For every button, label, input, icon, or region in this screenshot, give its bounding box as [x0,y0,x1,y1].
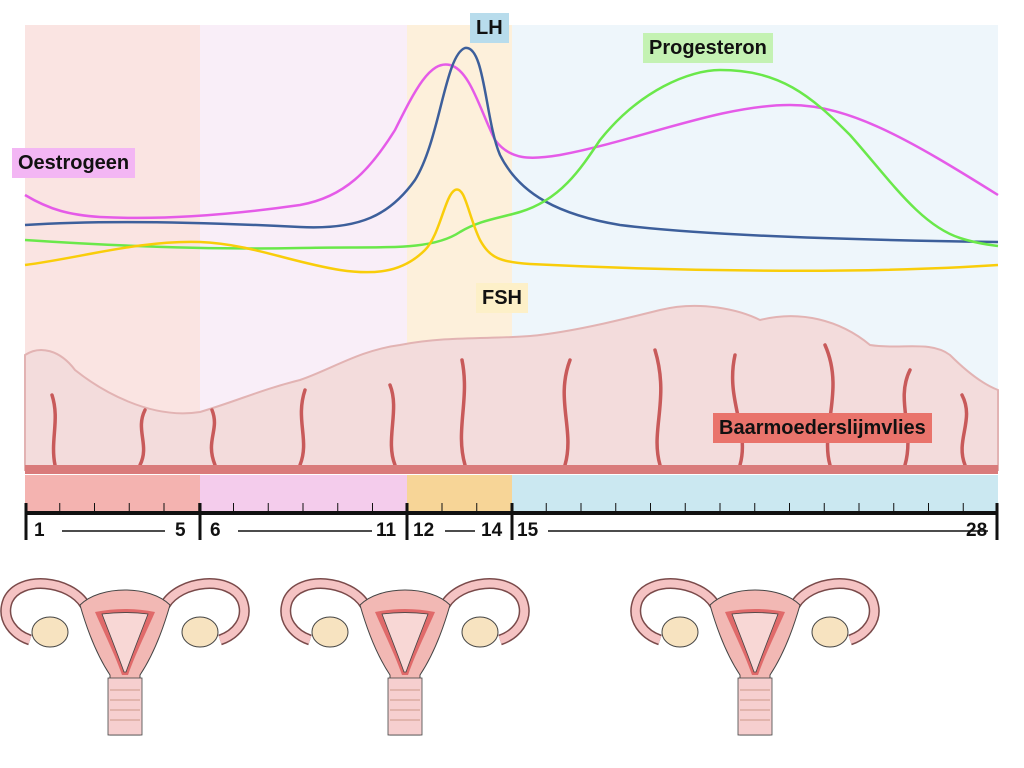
progesterone-curve [24,68,999,250]
uterus-illustration-luteal [636,584,874,735]
uterus-illustration-follicular [286,584,524,735]
day-label-5: 5 [175,520,186,541]
fsh-label: FSH [476,283,528,313]
lh-curve [24,46,999,244]
day-label-1: 1 [34,520,45,541]
day-label-11: 11 [376,520,397,541]
endometrium-label: Baarmoederslijmvlies [713,413,932,443]
day-label-15: 15 [517,520,539,541]
day-label-6: 6 [210,520,221,541]
phase-bar-menstruation [25,475,200,513]
phase-bar-ovulation [407,475,512,513]
lh-label: LH [470,13,509,43]
endometrium-base [25,465,998,474]
day-axis [24,503,999,540]
day-label-14: 14 [481,520,503,541]
oestrogen-label: Oestrogeen [12,148,136,178]
day-label-12: 12 [413,520,435,541]
oestrogen-curve [24,63,999,220]
uterus-illustration-menstruation [6,584,244,735]
day-label-28: 28 [966,520,988,541]
fsh-curve [24,188,999,274]
progesterone-label: Progesteron [643,33,773,63]
